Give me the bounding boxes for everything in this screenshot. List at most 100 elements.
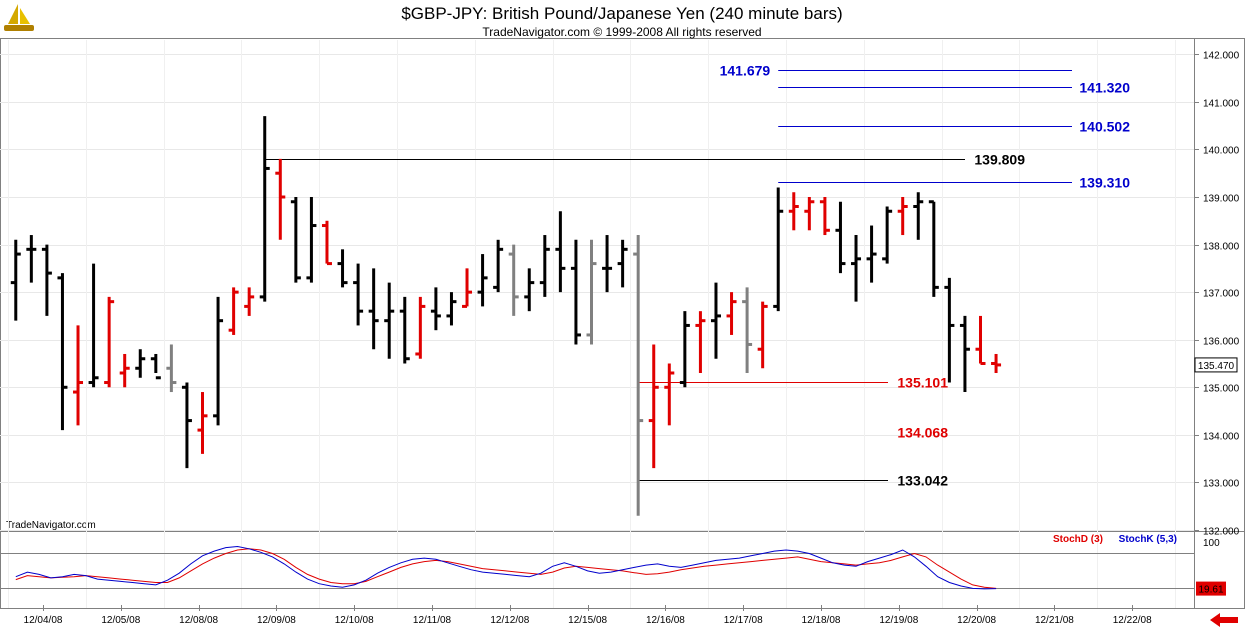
ohlc-bar [959,315,970,393]
ohlc-bar [259,116,270,302]
ohlc-bar [166,344,177,393]
ohlc-bar [602,235,613,293]
stoch-series-line [15,545,997,590]
level-label: 135.101 [897,375,948,391]
ohlc-bar [617,239,628,288]
chart-title: $GBP-JPY: British Pound/Japanese Yen (24… [401,4,842,23]
ohlc-bar [819,196,830,236]
ohlc-bar [928,200,939,297]
ohlc-bar [213,296,224,426]
legend-stochk: StochK (5,3) [1119,534,1177,545]
ohlc-bar [135,349,146,378]
ohlc-bar [197,392,208,454]
ohlc-bar [88,263,99,388]
ohlc-bar [866,225,877,283]
ohlc-bar [555,211,566,293]
ohlc-bar [757,301,768,369]
time-tick-label: 12/21/08 [1035,615,1074,626]
ohlc-bar [275,158,286,240]
ohlc-bar [726,292,737,335]
ohlc-bar [695,311,706,374]
price-grid [0,40,1194,608]
chart-frame [0,38,1245,609]
time-tick-label: 12/10/08 [335,615,374,626]
last-price-label: 135.470 [1198,361,1235,372]
time-tick-label: 12/12/08 [490,615,529,626]
ohlc-bar [633,235,644,516]
stoch-tick-label: 100 [1203,538,1220,549]
ohlc-bar [306,196,317,283]
ohlc-bar [10,239,21,321]
time-tick-label: 12/04/08 [24,615,63,626]
ohlc-bar [648,344,659,469]
time-tick-label: 12/18/08 [802,615,841,626]
ohlc-bar [244,287,255,316]
time-tick-label: 12/19/08 [879,615,918,626]
ohlc-bar [73,325,84,426]
ohlc-bar [446,292,457,326]
ohlc-bar [462,268,473,308]
time-tick-label: 12/16/08 [646,615,685,626]
ohlc-bar [679,311,690,388]
level-label: 133.042 [897,473,948,489]
ohlc-bar [944,277,955,383]
level-label: 134.068 [897,425,948,441]
ohlc-bar [835,201,846,274]
level-label: 141.320 [1079,80,1130,96]
price-tick-label: 139.000 [1203,194,1240,205]
ohlc-bar [788,192,799,231]
ohlc-bar [415,296,426,359]
ohlc-bar [181,382,192,469]
ohlc-bar [975,315,986,365]
price-tick-label: 135.000 [1203,384,1240,395]
time-tick-label: 12/05/08 [101,615,140,626]
time-tick-label: 12/17/08 [724,615,763,626]
time-tick-label: 12/20/08 [957,615,996,626]
ohlc-bar [430,287,441,331]
price-tick-label: 137.000 [1203,289,1240,300]
ohlc-bar [228,287,239,335]
ohlc-bar [991,353,1002,374]
last-price-box [1194,357,1238,373]
stoch-lines [15,545,997,590]
ohlc-bar [710,282,721,359]
stoch-last-label: 19.61 [1198,585,1223,596]
price-tick-label: 133.000 [1203,479,1240,490]
price-tick-label: 134.000 [1203,432,1240,443]
ohlc-bar [804,196,815,231]
ohlc-bar [41,244,52,316]
price-tick-label: 142.000 [1203,51,1240,62]
ohlc-bar [26,235,37,283]
price-y-axis: 132.000 133.000 134.000 135.000 136.000 137.0… [1194,51,1240,538]
ohlc-bar [337,249,348,288]
ohlc-bar [742,287,753,374]
ohlc-bar [321,220,332,266]
ohlc-bar [57,273,68,431]
level-label: 141.679 [720,63,771,79]
ohlc-bar [897,196,908,236]
ohlc-bar [851,235,862,302]
ohlc-bar [150,353,161,380]
price-tick-label: 136.000 [1203,337,1240,348]
price-tick-label: 141.000 [1203,99,1240,110]
ohlc-bar [477,254,488,307]
ohlc-bar [586,239,597,345]
ohlc-bar [368,268,379,350]
last-price-marker: 135.470 [1194,357,1238,373]
time-tick-label: 12/22/08 [1113,615,1152,626]
level-label: 139.310 [1079,175,1130,191]
stoch-y-axis: 100 19.61 [1196,538,1226,596]
stoch-last-box [1196,581,1226,596]
time-tick-label: 12/09/08 [257,615,296,626]
level-label: 140.502 [1079,119,1130,135]
ohlc-bar [290,196,301,283]
price-tick-label: 138.000 [1203,242,1240,253]
time-tick-label: 12/11/08 [413,615,452,626]
ohlc-bar [104,296,115,388]
sailboat-logo-icon [4,4,34,31]
ohlc-bar [119,353,130,388]
ohlc-bar [508,244,519,316]
ohlc-bar [913,192,924,240]
back-arrow-icon[interactable] [1208,612,1241,629]
